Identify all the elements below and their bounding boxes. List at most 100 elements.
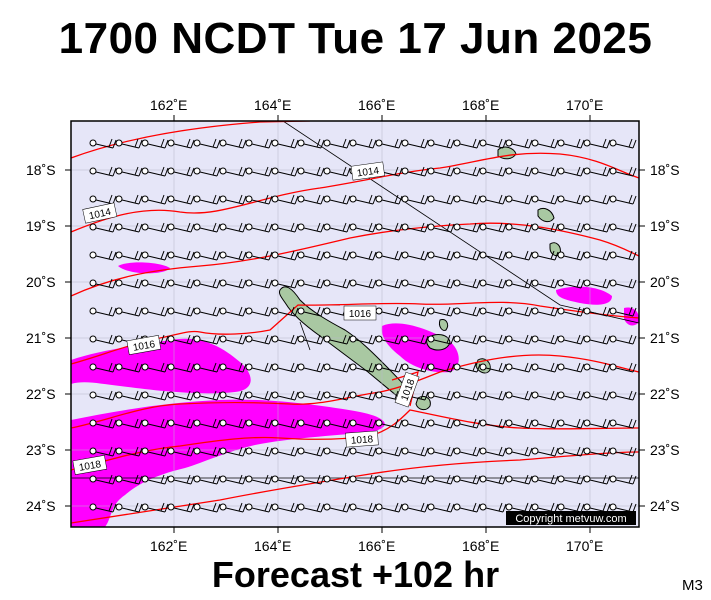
wind-barb bbox=[531, 474, 559, 485]
isobar bbox=[71, 152, 639, 233]
lat-label-left: 20˚S bbox=[26, 274, 56, 290]
wind-barb bbox=[141, 166, 169, 177]
wind-barb bbox=[583, 194, 611, 205]
wind-barb bbox=[453, 194, 481, 205]
wind-barbs bbox=[89, 138, 637, 513]
wind-barb bbox=[245, 306, 273, 317]
wind-barb bbox=[401, 278, 429, 289]
wind-barb bbox=[349, 446, 377, 457]
wind-barb bbox=[453, 418, 481, 429]
wind-barb bbox=[401, 502, 429, 513]
wind-barb bbox=[271, 502, 299, 513]
wind-barb bbox=[375, 194, 403, 205]
wind-barb bbox=[323, 138, 351, 149]
wind-barb bbox=[115, 194, 143, 205]
wind-barb bbox=[193, 446, 221, 457]
isobar-label: 1014 bbox=[88, 207, 112, 222]
wind-barb bbox=[453, 278, 481, 289]
wind-barb bbox=[505, 474, 533, 485]
wind-barb bbox=[453, 390, 481, 401]
wind-barb bbox=[453, 502, 481, 513]
wind-barb bbox=[349, 222, 377, 233]
axis-ticks bbox=[65, 115, 645, 533]
wind-barb bbox=[297, 194, 325, 205]
wind-barb bbox=[193, 138, 221, 149]
wind-barb bbox=[609, 138, 637, 149]
wind-barb bbox=[479, 502, 507, 513]
wind-barb bbox=[609, 250, 637, 261]
wind-barb bbox=[505, 278, 533, 289]
wind-barb bbox=[141, 194, 169, 205]
wind-barb bbox=[349, 138, 377, 149]
wind-barb bbox=[401, 418, 429, 429]
wind-barb bbox=[271, 390, 299, 401]
wind-barb bbox=[505, 418, 533, 429]
wind-barb bbox=[115, 306, 143, 317]
wind-barb bbox=[245, 278, 273, 289]
wind-barb bbox=[141, 446, 169, 457]
rain-area bbox=[556, 286, 612, 305]
vanuatu-island bbox=[537, 207, 555, 223]
wind-barb bbox=[141, 306, 169, 317]
wind-barb bbox=[453, 306, 481, 317]
wind-barb bbox=[219, 446, 247, 457]
wind-barb bbox=[193, 222, 221, 233]
wind-barb bbox=[193, 194, 221, 205]
wind-barb bbox=[219, 334, 247, 345]
wind-barb bbox=[193, 418, 221, 429]
wind-barb bbox=[297, 502, 325, 513]
wind-barb bbox=[505, 138, 533, 149]
lat-label-right: 24˚S bbox=[650, 498, 680, 514]
wind-barb bbox=[479, 138, 507, 149]
copyright-text: Copyright metvuw.com bbox=[515, 513, 626, 525]
wind-barb bbox=[89, 194, 117, 205]
lat-label-right: 20˚S bbox=[650, 274, 680, 290]
wind-barb bbox=[323, 166, 351, 177]
wind-barb bbox=[297, 474, 325, 485]
wind-barb bbox=[505, 446, 533, 457]
wind-barb bbox=[401, 250, 429, 261]
wind-barb bbox=[583, 334, 611, 345]
wind-barb bbox=[505, 194, 533, 205]
wind-barb bbox=[323, 194, 351, 205]
wind-barb bbox=[401, 474, 429, 485]
wind-barb bbox=[167, 278, 195, 289]
isobar-label: 1018 bbox=[351, 434, 374, 447]
wind-barb bbox=[297, 166, 325, 177]
wind-barb bbox=[297, 362, 325, 373]
wind-barb bbox=[375, 446, 403, 457]
wind-barb bbox=[479, 194, 507, 205]
wind-barb bbox=[271, 194, 299, 205]
wind-barb bbox=[349, 390, 377, 401]
wind-barb bbox=[583, 418, 611, 429]
wind-barb bbox=[245, 446, 273, 457]
wind-barb bbox=[89, 474, 117, 485]
wind-barb bbox=[141, 250, 169, 261]
lon-label-top: 166˚E bbox=[358, 97, 396, 113]
wind-barb bbox=[245, 250, 273, 261]
wind-barb bbox=[531, 306, 559, 317]
wind-barb bbox=[245, 222, 273, 233]
wind-barb bbox=[531, 278, 559, 289]
wind-barb bbox=[115, 278, 143, 289]
wind-barb bbox=[505, 334, 533, 345]
wind-barb bbox=[453, 362, 481, 373]
wind-barb bbox=[427, 306, 455, 317]
wind-barb bbox=[401, 194, 429, 205]
wind-barb bbox=[245, 166, 273, 177]
wind-barb bbox=[167, 334, 195, 345]
isobar bbox=[71, 121, 311, 159]
wind-barb bbox=[245, 418, 273, 429]
wind-barb bbox=[609, 446, 637, 457]
wind-barb bbox=[427, 166, 455, 177]
wind-barb bbox=[427, 418, 455, 429]
wind-barb bbox=[375, 418, 403, 429]
wind-barb bbox=[375, 502, 403, 513]
loyalty-island-ouvea bbox=[439, 319, 449, 331]
lon-label-bottom: 168˚E bbox=[462, 538, 500, 554]
wind-barb bbox=[349, 362, 377, 373]
wind-barb bbox=[245, 474, 273, 485]
wind-barb bbox=[453, 166, 481, 177]
wind-barb bbox=[141, 138, 169, 149]
wind-barb bbox=[375, 474, 403, 485]
